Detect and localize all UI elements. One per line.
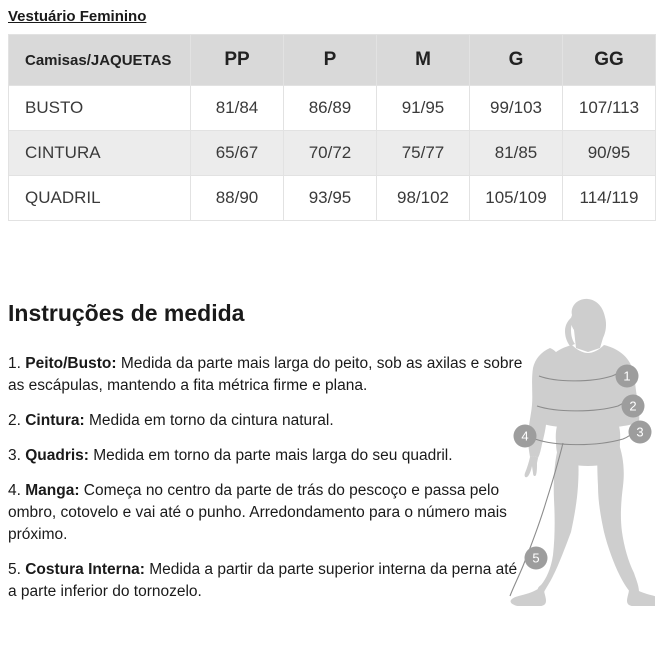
svg-text:3: 3: [636, 425, 643, 440]
svg-text:1: 1: [623, 369, 630, 384]
svg-text:4: 4: [521, 429, 528, 444]
svg-text:5: 5: [532, 551, 539, 566]
svg-text:2: 2: [629, 399, 636, 414]
